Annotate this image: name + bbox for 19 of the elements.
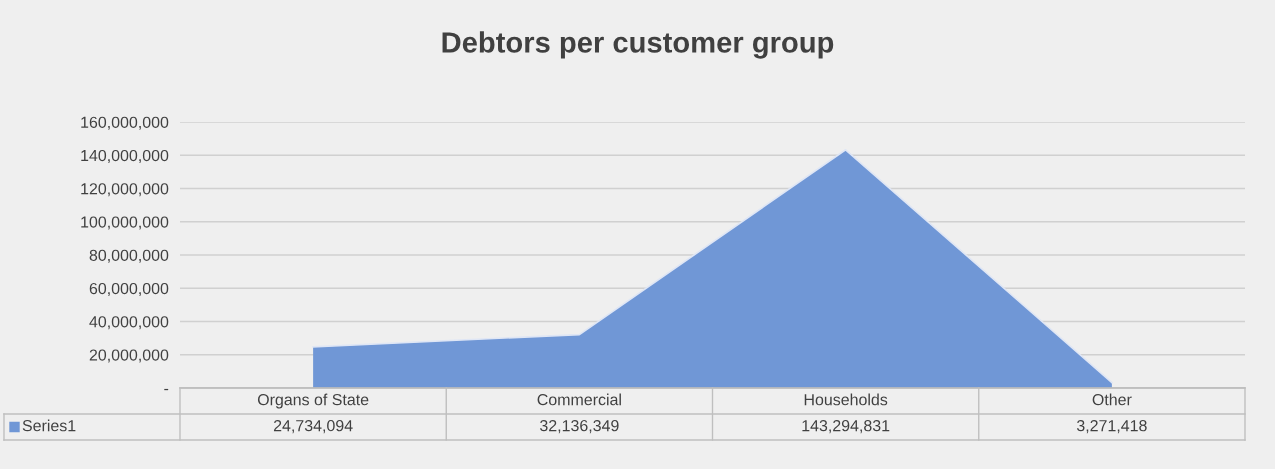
- data-label: 32,136,349: [540, 419, 619, 434]
- legend-label: Series1: [22, 419, 76, 432]
- y-tick-label: -: [164, 388, 169, 391]
- x-tick-label: Organs of State: [257, 393, 369, 409]
- x-tick-label: Other: [1092, 393, 1132, 406]
- chart-title: Debtors per customer group: [442, 31, 834, 59]
- y-tick-label: 120,000,000: [81, 183, 169, 197]
- data-label: 24,734,094: [273, 419, 353, 434]
- y-tick-label: 60,000,000: [89, 282, 169, 297]
- x-tick-label: Commercial: [537, 393, 621, 406]
- y-tick-label: 40,000,000: [89, 316, 169, 330]
- y-tick-label: 160,000,000: [81, 116, 169, 130]
- data-label: 3,271,418: [1076, 419, 1147, 434]
- data-label: 143,294,831: [802, 419, 890, 434]
- y-tick-label: 20,000,000: [89, 349, 169, 363]
- x-tick-label: Households: [804, 393, 888, 406]
- y-tick-label: 80,000,000: [89, 249, 169, 263]
- y-tick-label: 100,000,000: [81, 216, 169, 230]
- y-tick-label: 140,000,000: [81, 149, 169, 164]
